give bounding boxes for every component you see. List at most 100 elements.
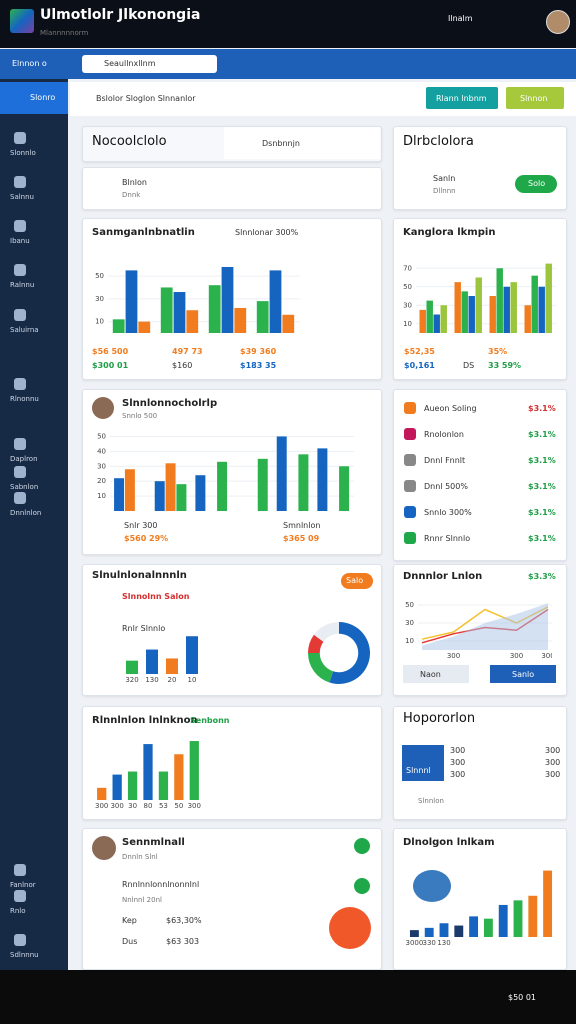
- nav-icon[interactable]: [14, 466, 26, 478]
- button[interactable]: [426, 87, 498, 109]
- bar: [469, 916, 479, 937]
- label: 300: [545, 758, 561, 767]
- note: $0,161: [404, 361, 435, 370]
- button[interactable]: [506, 87, 564, 109]
- bar: [234, 307, 247, 333]
- sidebar-active[interactable]: [0, 82, 68, 114]
- label: Kep: [122, 916, 137, 925]
- bar: [146, 649, 158, 674]
- note: $39 360: [240, 347, 277, 356]
- fab[interactable]: [329, 907, 371, 949]
- nav-icon[interactable]: [14, 220, 26, 232]
- bar: [97, 787, 107, 800]
- bar: [112, 774, 122, 800]
- bar: [510, 282, 517, 333]
- bar: [545, 263, 552, 333]
- app-title: Ulmotlolr Jlkonongia: [40, 7, 201, 23]
- title: Blnlon: [122, 178, 147, 187]
- nav-icon[interactable]: [14, 438, 26, 450]
- x-tick-label: 20: [168, 676, 177, 684]
- chart-title: Kanglora lkmpin: [403, 227, 496, 238]
- chart-title: Rlnnlnlon lnlnknon: [92, 715, 198, 726]
- bar: [186, 310, 199, 333]
- y-tick-label: 30: [403, 301, 412, 309]
- check[interactable]: [354, 878, 370, 894]
- button[interactable]: [490, 665, 556, 683]
- bar: [186, 636, 198, 674]
- report-box: [402, 745, 444, 781]
- chart-title: Dnnnlor Lnlon: [403, 571, 483, 582]
- bar: [189, 741, 199, 800]
- y-tick-label: 30: [405, 619, 414, 627]
- bar: [124, 469, 135, 511]
- bar: [158, 771, 169, 800]
- bar: [256, 301, 269, 333]
- bar: [440, 305, 447, 333]
- value: $63 303: [166, 937, 200, 946]
- nav-icon[interactable]: [14, 309, 26, 321]
- bar: [208, 285, 221, 333]
- list-value: $3.1%: [528, 404, 556, 413]
- check[interactable]: [354, 838, 370, 854]
- subtitle: Dllnnn: [433, 187, 456, 195]
- subtitle: Dnnk: [122, 191, 141, 199]
- nav-icon[interactable]: [14, 264, 26, 276]
- bar: [503, 286, 510, 333]
- label: 300: [450, 746, 466, 755]
- top-bar: [0, 0, 576, 48]
- value: $63,30%: [166, 916, 202, 925]
- nav-item: Sabnlon: [10, 483, 39, 491]
- chart: 300 300 30 80 53 50 300: [95, 741, 201, 810]
- list-label: Snnlo 300%: [424, 508, 472, 517]
- nav-icon[interactable]: [14, 890, 26, 902]
- nav-icon[interactable]: [14, 176, 26, 188]
- sidebar: [0, 79, 68, 970]
- label: Slnnlon: [418, 797, 444, 805]
- nav-icon[interactable]: [14, 132, 26, 144]
- button[interactable]: [403, 665, 469, 683]
- label: 300: [450, 758, 466, 767]
- status: $50 01: [508, 993, 536, 1002]
- card: [393, 389, 567, 561]
- bar: [257, 458, 268, 511]
- area: [422, 603, 548, 650]
- bar: [424, 927, 434, 937]
- pie-slice: [313, 622, 339, 642]
- search-box[interactable]: [82, 55, 217, 73]
- badge[interactable]: [341, 573, 373, 589]
- chart-title: Slnnlonnocholrlp: [122, 398, 218, 409]
- bar: [489, 296, 496, 333]
- bar: [126, 660, 138, 674]
- bar: [531, 275, 538, 333]
- nav-icon[interactable]: [14, 492, 26, 504]
- x-tick-label: 300: [95, 802, 108, 810]
- list-value: $3.1%: [528, 456, 556, 465]
- nav-item: Slonro: [30, 93, 56, 102]
- nav-icon[interactable]: [14, 864, 26, 876]
- bar: [221, 266, 234, 333]
- x-tick-label: 300: [510, 652, 523, 660]
- subtitle: Dnnln Slnl: [122, 853, 158, 861]
- note: Smnlnlon: [283, 521, 321, 530]
- chart-subtitle: Snnlo 500: [122, 412, 158, 420]
- bar: [498, 904, 508, 937]
- list-icon: [404, 532, 416, 544]
- button-label: Slnnon: [520, 94, 548, 103]
- chart: 10 20 30 40 50: [97, 432, 354, 511]
- bar: [454, 282, 461, 333]
- box-label: Slnnnl: [406, 766, 431, 775]
- nav-icon[interactable]: [14, 378, 26, 390]
- bar: [166, 658, 178, 674]
- chart: 3000 330 130: [405, 870, 553, 947]
- badge-label: Solo: [528, 179, 546, 188]
- bar: [339, 466, 350, 511]
- avatar[interactable]: [546, 10, 570, 34]
- tab[interactable]: [224, 127, 380, 159]
- x-tick-label: 30: [128, 802, 137, 810]
- bar: [176, 484, 187, 511]
- bar: [409, 930, 419, 937]
- badge[interactable]: [515, 175, 557, 193]
- nav-icon[interactable]: [14, 934, 26, 946]
- list-icon: [404, 428, 416, 440]
